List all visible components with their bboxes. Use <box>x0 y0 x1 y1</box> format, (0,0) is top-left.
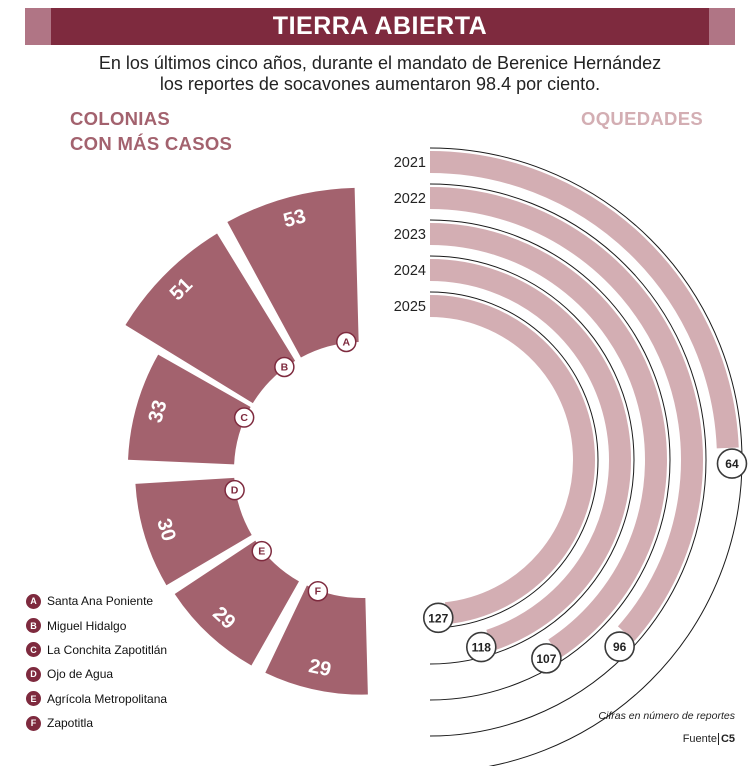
legend-label: Zapotitla <box>47 716 94 731</box>
legend-item: A Santa Ana Poniente <box>26 589 167 613</box>
year-value-label: 64 <box>725 457 739 471</box>
title-banner: TIERRA ABIERTA <box>25 8 735 45</box>
legend-item: D Ojo de Agua <box>26 662 167 686</box>
colonia-marker-letter: B <box>281 361 289 373</box>
legend-item: E Agrícola Metropolitana <box>26 687 167 711</box>
year-label: 2021 <box>394 155 426 171</box>
year-arc-2025 <box>429 295 595 625</box>
year-value-circle <box>531 643 562 674</box>
year-value-circle <box>465 631 497 663</box>
page-title: TIERRA ABIERTA <box>272 12 488 40</box>
year-arc-2021 <box>429 151 739 449</box>
colonias-section-title: COLONIAS CON MÁS CASOS <box>70 106 232 156</box>
legend-badge: A <box>26 593 41 609</box>
colonias-legend: A Santa Ana Poniente B Miguel Hidalgo C La Co… <box>26 589 167 735</box>
colonia-marker-circle <box>251 540 272 562</box>
colonia-marker-letter: D <box>231 485 239 497</box>
colonia-bar-F <box>265 585 368 695</box>
colonia-bar-D <box>135 477 252 586</box>
legend-badge: D <box>26 666 41 682</box>
colonia-marker-letter: F <box>315 586 322 598</box>
year-value-label: 127 <box>428 611 448 625</box>
colonia-marker-circle <box>224 479 245 501</box>
legend-badge: F <box>26 715 41 731</box>
year-outline-arc <box>429 255 635 665</box>
colonia-marker-circle <box>233 407 255 428</box>
legend-label: Agrícola Metropolitana <box>47 691 168 706</box>
year-arc-2022 <box>429 187 703 641</box>
colonia-bar-B <box>125 233 296 404</box>
legend-badge: E <box>26 691 41 707</box>
source-credit: Fuente C5 <box>683 733 735 745</box>
year-value-circle <box>604 631 635 662</box>
year-value-circle <box>716 448 748 479</box>
legend-label: Ojo de Agua <box>47 667 114 682</box>
legend-item: F Zapotitla <box>26 711 167 735</box>
year-value-label: 96 <box>613 640 627 654</box>
year-value-label: 118 <box>472 641 492 655</box>
year-arc-2023 <box>429 223 667 658</box>
source-label: Fuente <box>682 733 717 745</box>
colonia-marker-letter: A <box>342 336 350 348</box>
subtitle-line-1: En los últimos cinco años, durante el ma… <box>98 53 662 73</box>
year-outline-arc <box>429 291 599 629</box>
colonia-bar-A <box>227 187 359 358</box>
subtitle-line-2: los reportes de socavones aumentaron 98.… <box>159 74 601 94</box>
colonias-title-line-1: COLONIAS <box>70 108 171 129</box>
oquedades-section-title: OQUEDADES <box>581 108 703 129</box>
colonia-value-label: 29 <box>307 655 333 681</box>
year-value-label: 107 <box>536 652 556 666</box>
colonias-title-line-2: CON MÁS CASOS <box>70 133 233 154</box>
legend-label: La Conchita Zapotitlán <box>47 642 168 657</box>
year-label: 2022 <box>394 191 426 207</box>
legend-item: B Miguel Hidalgo <box>26 613 167 637</box>
colonia-marker-circle <box>274 356 295 378</box>
colonia-marker-letter: C <box>240 412 248 424</box>
legend-item: C La Conchita Zapotitlán <box>26 638 167 662</box>
legend-badge: B <box>26 618 41 634</box>
legend-label: Miguel Hidalgo <box>47 618 127 633</box>
year-label: 2025 <box>394 299 426 315</box>
colonia-marker-circle <box>307 580 329 602</box>
colonia-marker-circle <box>336 331 357 353</box>
legend-badge: C <box>26 642 41 658</box>
colonia-bar-E <box>174 540 299 666</box>
legend-label: Santa Ana Poniente <box>47 594 154 609</box>
year-label: 2023 <box>394 227 426 243</box>
year-arc-2024 <box>429 259 631 651</box>
colonia-marker-letter: E <box>258 546 265 558</box>
banner-right-cap <box>709 8 735 45</box>
year-label: 2024 <box>394 263 426 279</box>
units-note: Cifras en número de reportes <box>598 710 735 722</box>
source-name: C5 <box>717 733 735 745</box>
banner-left-cap <box>25 8 51 45</box>
year-value-circle <box>422 602 454 634</box>
year-outline-arc <box>429 183 707 737</box>
colonia-bar-C <box>128 354 251 465</box>
